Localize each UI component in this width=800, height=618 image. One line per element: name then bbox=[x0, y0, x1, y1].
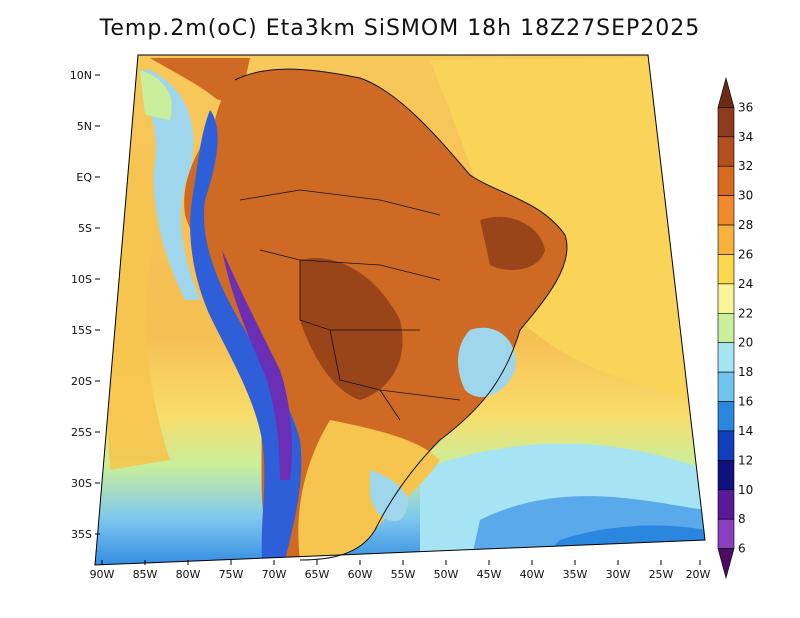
lon-label: 55W bbox=[391, 568, 416, 581]
map-title: Temp.2m(oC) Eta3km SiSMOM 18h 18Z27SEP20… bbox=[99, 16, 701, 41]
colorbar-swatch bbox=[717, 107, 735, 138]
pacific-cool-tongue bbox=[140, 70, 200, 300]
colorbar-swatch bbox=[717, 165, 735, 196]
lon-label: 85W bbox=[133, 568, 158, 581]
lon-label: 90W bbox=[90, 568, 115, 581]
colorbar-swatch bbox=[717, 518, 735, 549]
colorbar-swatch bbox=[717, 224, 735, 255]
colorbar: 36 34 32 30 28 26 24 22 20 18 16 14 12 10 8 6 bbox=[717, 76, 753, 580]
colorbar-swatch bbox=[717, 460, 735, 491]
andes-cold-band bbox=[190, 110, 302, 560]
colorbar-label: 34 bbox=[738, 130, 753, 144]
southeast-highlands bbox=[458, 327, 516, 398]
uruguay-cool-patch bbox=[370, 470, 409, 521]
lon-label: 80W bbox=[176, 568, 201, 581]
colorbar-swatch bbox=[717, 401, 735, 432]
lat-label: 20S bbox=[71, 375, 92, 388]
colorbar-label: 28 bbox=[738, 218, 753, 232]
southern-cone-mild bbox=[298, 420, 440, 560]
lon-label: 75W bbox=[219, 568, 244, 581]
colorbar-label: 26 bbox=[738, 247, 753, 261]
colorbar-swatch bbox=[717, 342, 735, 373]
colorbar-label: 22 bbox=[738, 306, 753, 320]
colorbar-swatch bbox=[717, 254, 735, 285]
colorbar-label: 8 bbox=[738, 512, 746, 526]
andes-coldest-ridge bbox=[222, 250, 292, 480]
colorbar-swatch bbox=[717, 136, 735, 167]
lon-label: 65W bbox=[305, 568, 330, 581]
lon-label: 20W bbox=[686, 568, 711, 581]
lon-axis: 90W 85W 80W 75W 70W 65W 60W 55W 50W 45W … bbox=[90, 560, 711, 581]
map-frame bbox=[94, 54, 706, 566]
lon-label: 25W bbox=[649, 568, 674, 581]
lon-label: 45W bbox=[477, 568, 502, 581]
lon-label: 35W bbox=[563, 568, 588, 581]
lat-label: 30S bbox=[71, 477, 92, 490]
lat-axis: 10N 5N EQ 5S 10S 15S 20S 25S 30S 35S bbox=[70, 69, 100, 541]
lat-label: 15S bbox=[71, 324, 92, 337]
lon-label: 30W bbox=[606, 568, 631, 581]
lat-label: 35S bbox=[71, 528, 92, 541]
colorbar-bottom-arrow bbox=[717, 548, 735, 580]
colorbar-label: 36 bbox=[738, 100, 753, 114]
colorbar-label: 18 bbox=[738, 365, 753, 379]
colorbar-swatch bbox=[717, 283, 735, 314]
political-borders bbox=[239, 189, 461, 421]
lon-label: 40W bbox=[520, 568, 545, 581]
colorbar-swatch bbox=[717, 489, 735, 520]
colorbar-top-arrow bbox=[717, 76, 735, 108]
lon-label: 70W bbox=[262, 568, 287, 581]
colorbar-label: 20 bbox=[738, 336, 753, 350]
colorbar-label: 32 bbox=[738, 159, 753, 173]
colorbar-label: 10 bbox=[738, 483, 753, 497]
colorbar-swatch bbox=[717, 371, 735, 402]
colorbar-label: 12 bbox=[738, 453, 753, 467]
lat-label: EQ bbox=[76, 171, 92, 184]
interior-hot-core bbox=[300, 258, 403, 400]
colorbar-label: 30 bbox=[738, 189, 753, 203]
colorbar-label: 14 bbox=[738, 424, 753, 438]
lat-label: 10S bbox=[71, 273, 92, 286]
northeast-hot-core bbox=[480, 216, 545, 270]
coastline bbox=[234, 68, 568, 561]
colorbar-label: 24 bbox=[738, 277, 753, 291]
colorbar-swatch bbox=[717, 430, 735, 461]
lat-label: 25S bbox=[71, 426, 92, 439]
colorbar-label: 6 bbox=[738, 542, 746, 556]
pacific-green-patch bbox=[140, 70, 172, 120]
map-domain bbox=[95, 55, 705, 565]
colorbar-swatch bbox=[717, 312, 735, 344]
lat-label: 5N bbox=[77, 120, 92, 133]
lon-label: 60W bbox=[348, 568, 373, 581]
colorbar-label: 16 bbox=[738, 395, 753, 409]
lon-label: 50W bbox=[434, 568, 459, 581]
lat-label: 5S bbox=[78, 222, 92, 235]
central-america-land bbox=[150, 58, 250, 101]
colorbar-swatch bbox=[717, 195, 735, 226]
lat-label: 10N bbox=[70, 69, 92, 82]
